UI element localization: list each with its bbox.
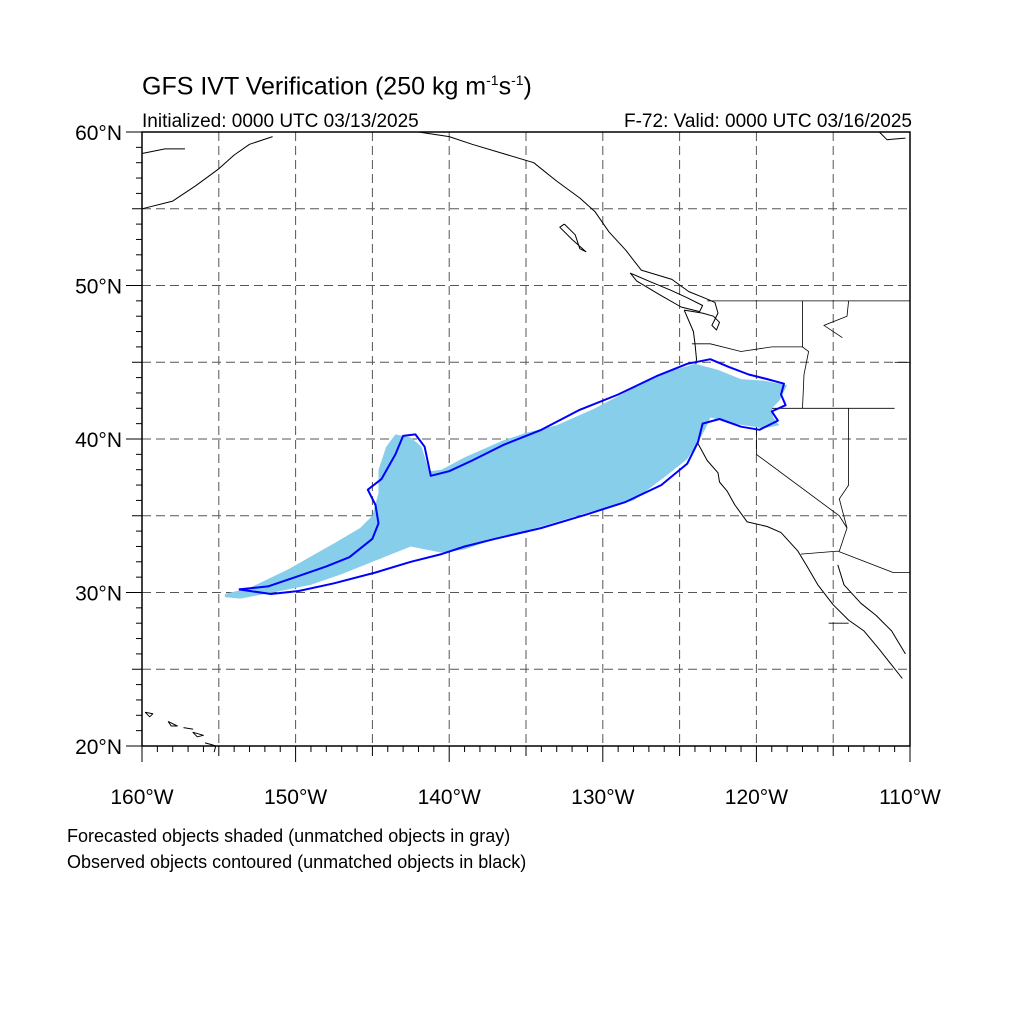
forecast-ivt-object [224,363,788,599]
observed-note: Observed objects contoured (unmatched ob… [67,852,527,872]
title-text: GFS IVT Verification (250 kg m [142,72,487,101]
lon-tick-label: 110°W [879,786,941,809]
observed-ivt-contour [238,358,787,595]
lat-tick-label: 30°N [75,583,122,606]
lon-tick-label: 120°W [725,786,788,809]
lon-tick-label: 150°W [264,786,327,809]
coastline [629,272,704,313]
lat-tick-label: 20°N [75,736,122,759]
coastline [141,136,273,210]
lon-tick-label: 140°W [418,786,481,809]
lat-tick-label: 40°N [75,429,122,452]
title-text-mid: s [498,72,512,101]
political-border [756,408,848,529]
title-superscript-1: -1 [486,72,499,88]
tick-layer [126,131,911,762]
political-border [802,300,810,409]
political-border [823,300,849,339]
coastline [837,564,906,655]
forecast-note: Forecasted objects shaded (unmatched obj… [67,826,511,846]
valid-time-label: F-72: Valid: 0000 UTC 03/16/2025 [624,111,912,132]
political-border [691,343,803,352]
coastline [144,711,154,718]
lat-tick-label: 60°N [75,122,122,145]
coastline [418,131,720,331]
initialized-label: Initialized: 0000 UTC 03/13/2025 [142,111,419,132]
political-border [800,550,910,573]
lon-tick-label: 130°W [571,786,634,809]
label-layer: 60°N 50°N 40°N 30°N 20°N 160°W 150°W 140°W 130°W… [75,122,941,809]
coastline [167,720,178,727]
map-title: GFS IVT Verification (250 kg m-1s-1) [142,72,532,101]
title-text-end: ) [523,72,532,101]
coastline [192,731,204,738]
object-layer [224,358,788,599]
coastline [878,131,906,141]
lon-tick-label: 160°W [110,786,173,809]
political-border [838,408,849,552]
coastline [183,727,194,730]
lat-tick-label: 50°N [75,276,122,299]
title-superscript-2: -1 [511,72,524,88]
coastline [141,148,185,154]
coastline [559,223,587,253]
